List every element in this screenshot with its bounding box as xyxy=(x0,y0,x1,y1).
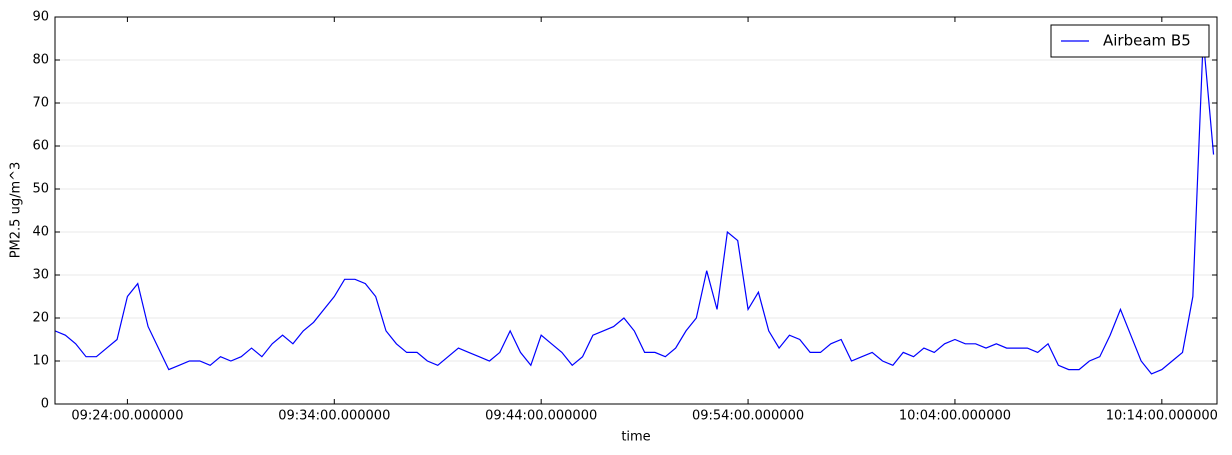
x-axis-label: time xyxy=(621,430,650,445)
y-tick-label: 0 xyxy=(41,397,49,412)
legend-box xyxy=(1050,24,1210,58)
x-tick-label: 09:24:00.000000 xyxy=(71,409,183,424)
y-tick-label: 30 xyxy=(32,268,49,283)
plot-frame xyxy=(54,16,1218,405)
x-tick-label: 10:04:00.000000 xyxy=(899,409,1011,424)
data-line xyxy=(55,38,1215,375)
y-tick-label: 70 xyxy=(32,96,49,111)
x-tick-label: 10:14:00.000000 xyxy=(1106,409,1218,424)
x-tick-label: 09:44:00.000000 xyxy=(485,409,597,424)
x-tick-label: 09:54:00.000000 xyxy=(692,409,804,424)
y-tick-label: 10 xyxy=(32,354,49,369)
y-tick-label: 40 xyxy=(32,225,49,240)
y-tick-label: 80 xyxy=(32,53,49,68)
y-tick-label: 90 xyxy=(32,10,49,25)
y-tick-label: 60 xyxy=(32,139,49,154)
x-tick-label: 09:34:00.000000 xyxy=(278,409,390,424)
y-tick-label: 20 xyxy=(32,311,49,326)
y-axis-label: PM2.5 ug/m^3 xyxy=(9,162,24,259)
y-tick-label: 50 xyxy=(32,182,49,197)
legend-label: Airbeam B5 xyxy=(1103,32,1191,50)
